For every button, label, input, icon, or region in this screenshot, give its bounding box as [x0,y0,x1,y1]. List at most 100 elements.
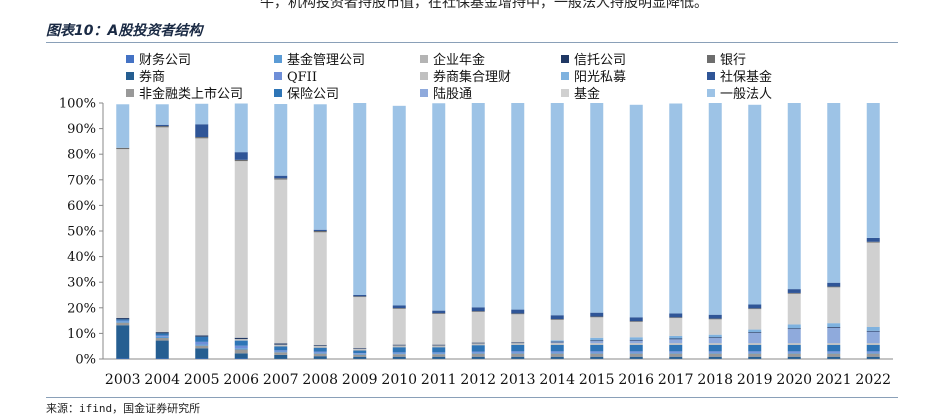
bar-segment [551,357,564,359]
bar-segment [748,333,761,343]
legend-swatch [561,72,569,80]
bar-segment [709,354,722,357]
bar-segment [590,351,603,353]
bar-segment [709,338,722,343]
bar-segment [156,332,169,333]
legend-item: 基金管理公司 [274,52,365,68]
bar-segment [314,354,327,357]
bar-segment [827,323,840,327]
bar-segment [511,103,524,310]
bar-segment [511,310,524,314]
legend-label: 银行 [720,53,746,68]
bar-segment [867,343,880,344]
bar-segment [472,307,485,311]
bar-segment [235,104,248,153]
legend-item: 银行 [707,53,746,68]
x-tick-label: 2006 [223,372,259,388]
bar-segment [867,332,880,344]
bar-segment [274,352,287,355]
bar-segment [314,230,327,231]
bar-segment [867,103,880,238]
bar-stack-2012 [472,103,485,359]
bar-segment [116,325,129,358]
bar-segment [393,345,406,346]
bar-segment [709,319,722,334]
legend-label: 基金管理公司 [287,52,365,68]
y-tick-label: 100% [59,97,96,112]
bar-segment [274,178,287,179]
bar-segment [156,333,169,335]
bar-segment [748,351,761,353]
bar-segment [630,353,643,354]
bar-segment [551,315,564,319]
source-rule [46,397,898,398]
bar-segment [748,304,761,308]
bar-segment [156,338,169,341]
bar-segment [590,357,603,359]
legend-label: 保险公司 [287,87,339,102]
bar-segment [748,345,761,351]
bar-segment [551,345,564,351]
bar-segment [353,351,366,354]
bar-segment [472,343,485,344]
bar-stack-2015 [590,103,603,359]
legend-label: 企业年金 [433,52,485,68]
bar-stack-2016 [630,105,643,359]
bar-segment [432,354,445,357]
bar-segment [788,294,801,325]
bar-segment [551,343,564,344]
bar-segment [156,104,169,124]
bar-segment [393,106,406,306]
bar-segment [116,319,129,320]
legend-swatch [707,72,715,80]
bar-segment [432,353,445,354]
legend-swatch [420,72,428,80]
x-tick-label: 2010 [381,372,417,388]
bar-segment [748,354,761,357]
bar-segment [274,355,287,359]
bar-segment [432,345,445,346]
bar-segment [709,345,722,351]
bar-segment [353,353,366,354]
bar-segment [748,105,761,305]
bar-segment [235,353,248,358]
bars [116,103,880,359]
bar-segment [195,342,208,345]
bar-segment [314,346,327,347]
bar-segment [195,124,208,137]
legend-label: 社保基金 [720,69,772,85]
bar-segment [827,344,840,345]
bar-segment [590,344,603,345]
legend-label: 信托公司 [574,53,626,68]
x-tick-label: 2004 [144,372,180,388]
bar-segment [116,323,129,326]
bar-stack-2011 [432,103,445,359]
legend-swatch [274,72,282,80]
bar-stack-2010 [393,106,406,359]
bar-segment [195,137,208,138]
y-tick-label: 30% [67,276,96,291]
bar-segment [472,343,485,344]
bar-segment [393,353,406,354]
y-tick-label: 10% [67,327,96,342]
bar-segment [551,103,564,315]
legend-swatch [420,89,428,97]
bar-segment [353,349,366,350]
y-tick-label: 70% [67,173,96,188]
bar-stack-2020 [788,103,801,359]
bar-segment [630,322,643,337]
bar-segment [827,287,840,288]
bar-segment [511,345,524,351]
bar-segment [709,335,722,338]
bar-segment [195,344,208,345]
bar-segment [432,313,445,314]
y-tick-label: 80% [67,148,96,163]
bar-segment [156,335,169,336]
bar-stack-2021 [827,103,840,359]
bar-stack-2004 [156,104,169,359]
bar-segment [274,352,287,353]
bar-segment [511,314,524,342]
x-tick-label: 2005 [184,372,220,388]
